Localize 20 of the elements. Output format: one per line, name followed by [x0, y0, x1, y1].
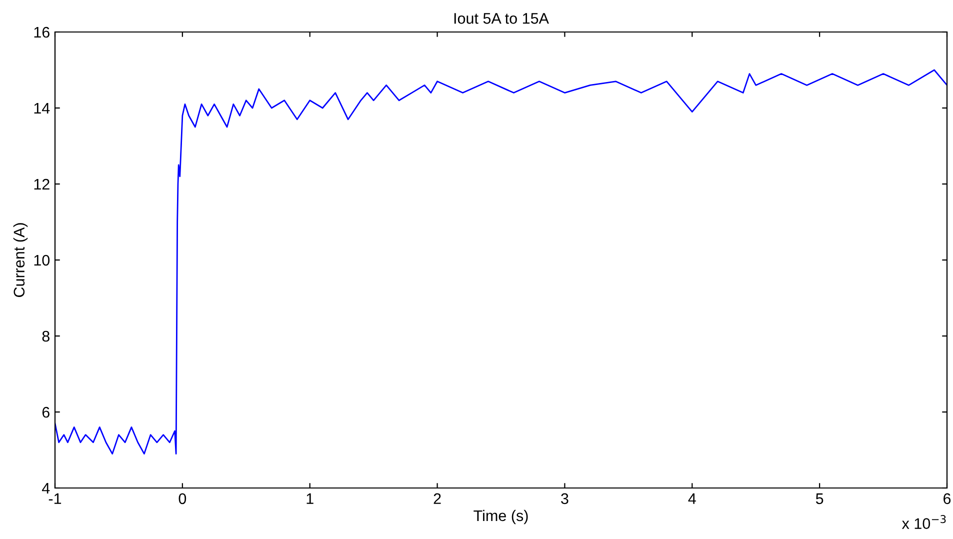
y-tick-label: 4: [42, 483, 50, 494]
x-tick-label: 0: [178, 493, 186, 504]
y-tick-label: 16: [34, 26, 50, 38]
x-tick-label: -1: [48, 493, 62, 504]
y-tick-label: 14: [34, 103, 50, 114]
y-tick-label: 6: [42, 406, 50, 418]
chart-title: Iout 5A to 15A: [454, 13, 549, 24]
text: x 10$^{−3}$: [902, 515, 946, 529]
y-tick-label: 10: [34, 254, 50, 266]
x-tick-label: 2: [434, 493, 441, 504]
x-tick-label: 6: [944, 493, 951, 504]
x-tick-label: 5: [816, 493, 824, 504]
x-tick-label: 4: [688, 493, 696, 504]
line-series: [55, 69, 947, 454]
y-tick-label: 12: [34, 178, 50, 190]
x-axis-title: Time (s): [474, 510, 528, 524]
x-tick-label: 3: [561, 493, 568, 504]
x-tick-label: 1: [306, 493, 314, 504]
y-tick-label: 8: [42, 330, 50, 342]
y-axis-title: Current (A): [13, 223, 28, 297]
